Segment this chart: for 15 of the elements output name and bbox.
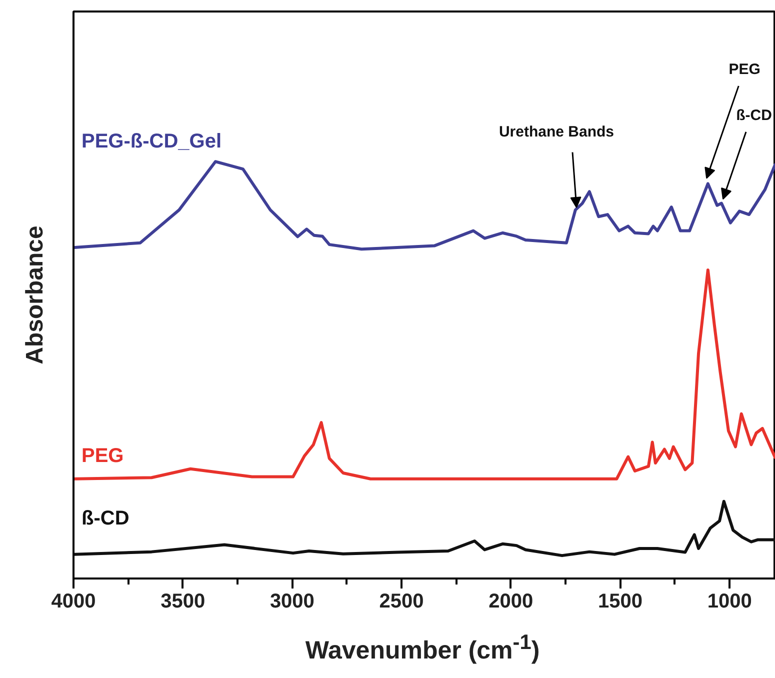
y-axis-title: Absorbance [22,226,48,364]
x-tick-label: 1500 [598,590,642,612]
annotation: PEG [728,60,760,78]
x-axis-title: Wavenumber (cm$^{-1}$) [305,630,540,666]
x-tick-label: 3500 [160,590,206,612]
x-tick-label: 1000 [707,590,752,612]
series-label: PEG [82,444,124,467]
x-tick-label: 2500 [379,590,424,612]
annotation: ß-CD [736,106,772,124]
series-label: PEG-ß-CD_Gel [82,130,222,152]
x-tick-label: 4000 [51,590,96,612]
series-label: ß-CD [82,507,130,530]
annotation: Urethane Bands [498,123,614,140]
x-tick-label: 3000 [270,590,314,612]
x-tick-label: 2000 [488,590,534,612]
